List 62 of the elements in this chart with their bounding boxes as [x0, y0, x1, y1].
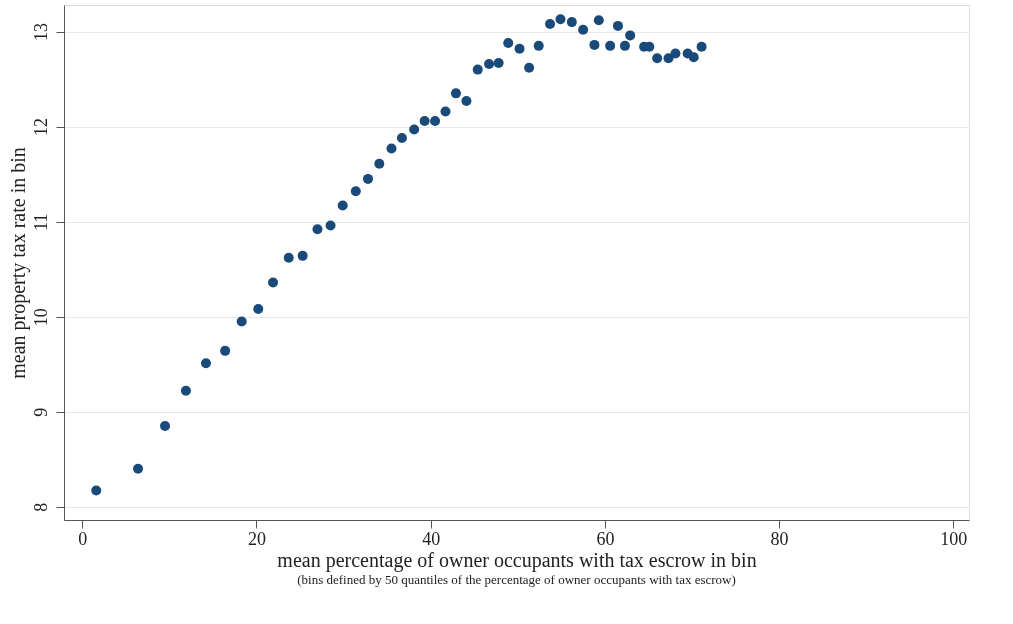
point — [160, 420, 171, 431]
y-tick-label: 8 — [30, 502, 51, 512]
point — [663, 53, 674, 64]
x-tick-label: 60 — [596, 528, 615, 549]
point — [472, 64, 483, 75]
x-tick-label: 0 — [78, 528, 88, 549]
point — [337, 200, 348, 211]
point — [545, 19, 556, 29]
point — [533, 40, 544, 51]
point — [696, 41, 707, 52]
y-tick-label: 13 — [30, 23, 51, 42]
point — [430, 115, 441, 126]
y-axis-title: mean property tax rate in bin — [6, 147, 30, 379]
point — [200, 358, 211, 369]
point — [555, 14, 566, 25]
x-tick-label: 80 — [770, 528, 789, 549]
x-tick-label: 100 — [940, 528, 968, 549]
point — [578, 24, 589, 35]
point — [605, 40, 616, 51]
point — [283, 252, 294, 263]
point — [253, 304, 264, 315]
point — [297, 250, 308, 261]
text: (bins defined by 50 quantiles of the percentage of owner occupants with tax escrow) — [297, 572, 736, 587]
x-tick-label: 20 — [248, 528, 266, 549]
x-tick-label: 40 — [422, 528, 441, 549]
x-axis-title: mean percentage of owner occupants with tax escrow in bin — [277, 548, 757, 572]
point — [619, 40, 630, 51]
point — [350, 186, 361, 197]
point — [312, 224, 323, 235]
y-tick-label: 10 — [30, 308, 51, 327]
point — [133, 463, 144, 474]
y-tick-label: 9 — [30, 407, 51, 417]
point — [625, 30, 636, 41]
point — [236, 316, 247, 327]
point — [396, 133, 407, 144]
point — [524, 62, 535, 73]
y-tick-label: 11 — [30, 213, 51, 231]
point — [386, 143, 397, 154]
point — [566, 17, 577, 28]
point — [374, 158, 385, 169]
point — [362, 173, 373, 184]
point — [589, 39, 600, 50]
point — [180, 385, 191, 396]
point — [419, 115, 430, 126]
point — [493, 57, 504, 68]
y-tick-label: 12 — [30, 118, 51, 137]
point — [652, 53, 663, 64]
point — [503, 38, 514, 48]
point — [450, 88, 461, 99]
point — [484, 58, 495, 69]
point — [409, 124, 420, 135]
point — [670, 48, 681, 59]
point — [325, 220, 336, 231]
point — [440, 106, 451, 117]
point — [688, 52, 699, 63]
point — [268, 277, 279, 288]
point — [461, 95, 472, 106]
point — [91, 485, 102, 496]
point — [220, 345, 231, 356]
point — [514, 43, 525, 54]
point — [612, 20, 623, 31]
point — [593, 15, 604, 26]
